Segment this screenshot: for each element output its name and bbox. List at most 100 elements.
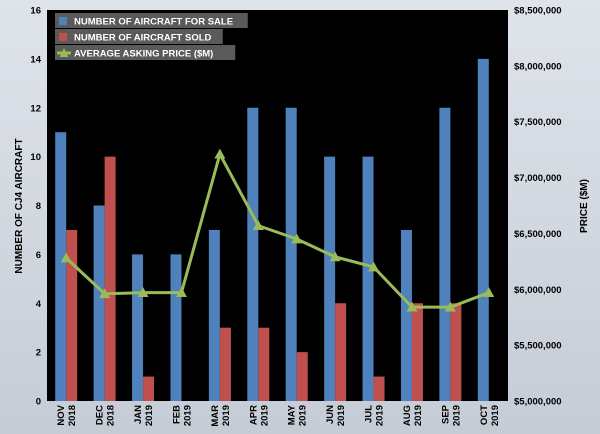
plot-area xyxy=(47,10,508,401)
x-tick-label: FEB 2019 xyxy=(171,405,193,426)
price-point-9 xyxy=(406,301,418,312)
x-tick-month: JUN xyxy=(325,405,336,424)
right-tick-label: $6,500,000 xyxy=(514,229,562,240)
sold-bar-6 xyxy=(296,352,308,401)
x-tick-month: AUG xyxy=(402,405,413,426)
x-tick-year: 2019 xyxy=(182,405,193,426)
x-tick-label: DEC 2018 xyxy=(95,405,117,426)
left-axis-ticks: 0 2 4 6 8 10 12 14 16 xyxy=(30,6,41,408)
left-tick-label: 16 xyxy=(30,6,41,17)
price-point-7 xyxy=(329,251,341,262)
left-tick-label: 10 xyxy=(30,152,41,163)
x-tick-year: 2018 xyxy=(106,405,117,426)
sold-bar-0 xyxy=(66,229,78,401)
price-point-4 xyxy=(214,148,226,159)
x-tick-year: 2019 xyxy=(221,405,232,426)
price-point-1 xyxy=(99,288,111,299)
x-tick-year: 2019 xyxy=(375,405,386,426)
x-tick-year: 2019 xyxy=(144,405,155,426)
x-tick-month: JAN xyxy=(133,405,144,424)
legend-label: NUMBER OF AIRCRAFT FOR SALE xyxy=(74,17,233,28)
legend-marker xyxy=(59,48,69,57)
right-tick-label: $7,000,000 xyxy=(514,173,562,184)
x-tick-month: SEP xyxy=(440,404,451,424)
x-tick-year: 2019 xyxy=(490,405,501,426)
right-tick-label: $6,000,000 xyxy=(514,285,562,296)
sold-bar-5 xyxy=(258,327,270,401)
left-tick-label: 6 xyxy=(36,250,41,261)
price-point-8 xyxy=(368,261,380,272)
x-tick-month: JUL xyxy=(364,405,375,423)
legend-entry-bg xyxy=(55,29,223,44)
sold-bar-1 xyxy=(104,156,116,401)
x-tick-month: DEC xyxy=(95,405,106,425)
left-tick-label: 2 xyxy=(36,348,41,359)
sold-bar-7 xyxy=(335,303,347,401)
sold-bar-4 xyxy=(219,327,231,401)
right-tick-label: $8,000,000 xyxy=(514,61,562,72)
price-point-6 xyxy=(291,233,303,244)
x-tick-year: 2019 xyxy=(336,405,347,426)
for-sale-bar-3 xyxy=(170,254,182,401)
x-tick-month: FEB xyxy=(171,405,182,424)
legend-swatch xyxy=(59,17,67,25)
right-tick-label: $7,500,000 xyxy=(514,117,562,128)
price-point-0 xyxy=(60,252,72,263)
legend-entry-bg xyxy=(55,45,236,60)
for-sale-bar-5 xyxy=(247,107,259,401)
x-tick-month: MAR xyxy=(210,405,221,427)
for-sale-bar-11 xyxy=(477,58,489,401)
for-sale-bar-10 xyxy=(439,107,451,401)
legend-entry-bg xyxy=(55,13,248,28)
legend-swatch xyxy=(59,33,67,41)
x-tick-month: NOV xyxy=(56,404,67,425)
bar-series xyxy=(55,58,489,401)
price-point-5 xyxy=(252,220,264,231)
x-tick-label: JUN 2019 xyxy=(325,405,347,426)
sold-bar-10 xyxy=(450,303,462,401)
for-sale-bar-1 xyxy=(93,205,105,401)
for-sale-bar-6 xyxy=(285,107,297,401)
x-tick-month: APR xyxy=(248,405,259,425)
left-tick-label: 14 xyxy=(30,54,41,65)
x-tick-year: 2019 xyxy=(259,405,270,426)
left-tick-label: 12 xyxy=(30,103,41,114)
for-sale-bar-7 xyxy=(324,156,336,401)
x-tick-label: APR 2019 xyxy=(248,405,270,426)
x-tick-label: JUL 2019 xyxy=(364,405,386,426)
left-tick-label: 8 xyxy=(36,201,41,212)
price-line-series xyxy=(60,148,495,312)
x-tick-label: JAN 2019 xyxy=(133,405,155,426)
x-tick-month: OCT xyxy=(479,405,490,425)
x-tick-year: 2019 xyxy=(413,405,424,426)
for-sale-bar-0 xyxy=(55,132,67,401)
legend-label: AVERAGE ASKING PRICE ($M) xyxy=(74,49,213,60)
right-tick-label: $5,500,000 xyxy=(514,341,562,352)
for-sale-bar-2 xyxy=(132,254,144,401)
price-point-3 xyxy=(175,287,187,298)
legend: NUMBER OF AIRCRAFT FOR SALE NUMBER OF AIR… xyxy=(55,13,248,60)
sold-bar-2 xyxy=(143,376,155,401)
legend-label: NUMBER OF AIRCRAFT SOLD xyxy=(74,33,212,44)
sold-bar-8 xyxy=(373,376,385,401)
left-axis-title: NUMBER OF CJ4 AIRCRAFT xyxy=(14,138,25,273)
right-tick-label: $8,500,000 xyxy=(514,6,562,17)
x-axis-ticks: NOV 2018 DEC 2018 JAN 2019 FEB 2019 MAR 2019 APR 20… xyxy=(56,404,501,426)
x-tick-label: MAR 2019 xyxy=(210,405,232,427)
x-tick-year: 2019 xyxy=(451,405,462,426)
x-tick-label: OCT 2019 xyxy=(479,405,501,426)
price-point-11 xyxy=(483,287,495,298)
left-tick-label: 0 xyxy=(36,397,41,408)
for-sale-bar-4 xyxy=(208,229,220,401)
x-tick-label: AUG 2019 xyxy=(402,405,424,426)
for-sale-bar-8 xyxy=(362,156,374,401)
price-line xyxy=(65,152,490,309)
sold-bar-9 xyxy=(411,303,423,401)
x-tick-year: 2018 xyxy=(67,405,78,426)
for-sale-bar-9 xyxy=(400,229,412,401)
x-tick-month: MAY xyxy=(287,404,298,425)
x-tick-year: 2019 xyxy=(298,405,309,426)
right-axis-title: PRICE ($M) xyxy=(579,179,590,233)
right-tick-label: $5,000,000 xyxy=(514,397,562,408)
right-axis-ticks: $5,000,000 $5,500,000 $6,000,000 $6,500,000… xyxy=(514,6,562,408)
